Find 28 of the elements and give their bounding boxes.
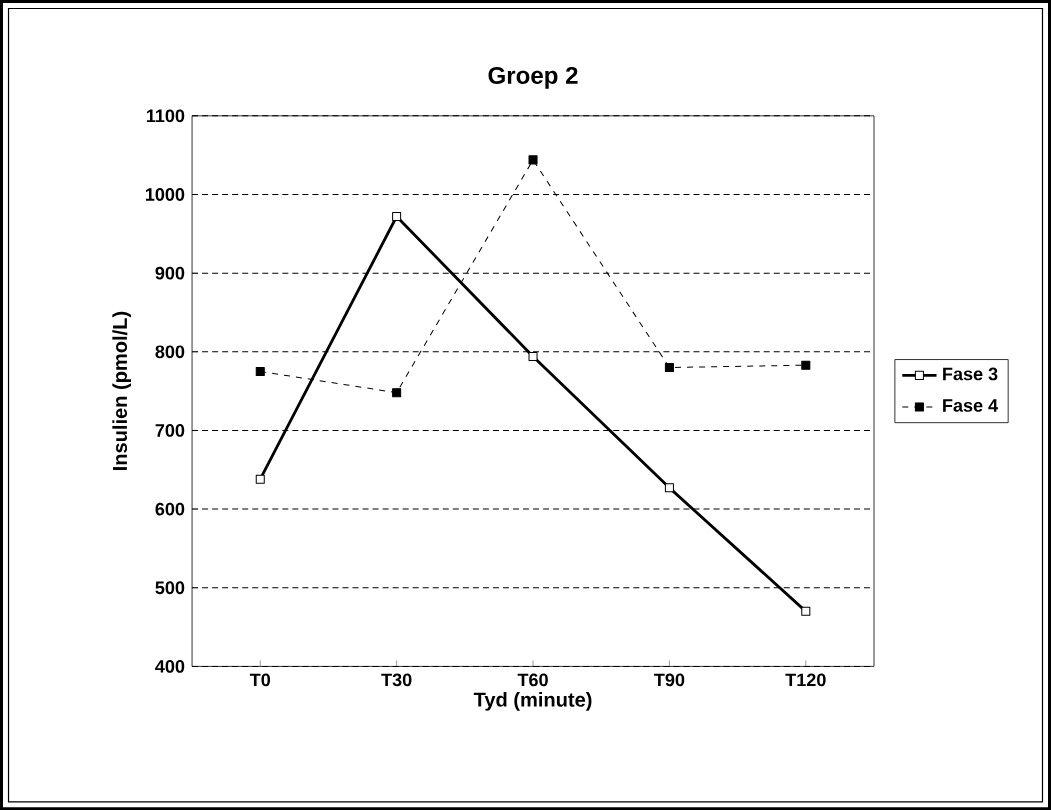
x-tick-label: T0 xyxy=(249,673,271,687)
chart-title: Groep 2 xyxy=(488,66,578,89)
point xyxy=(528,155,538,165)
x-tick-label: T120 xyxy=(785,673,826,687)
point xyxy=(528,351,538,361)
x-tick-label: T30 xyxy=(381,673,412,687)
y-tick-label: 1100 xyxy=(146,109,185,123)
point xyxy=(392,388,402,398)
legend-label: Fase 3 xyxy=(943,367,998,381)
point xyxy=(801,606,811,616)
legend-label: Fase 4 xyxy=(943,399,999,412)
point xyxy=(392,211,402,221)
y-tick-label: 500 xyxy=(155,581,185,594)
y-axis-title: Insulien (pmol/L) xyxy=(112,311,132,470)
point xyxy=(801,360,811,370)
x-tick-label: T90 xyxy=(654,673,685,687)
point xyxy=(255,474,265,484)
y-tick-label: 400 xyxy=(155,659,185,673)
x-axis-title: Tyd (minute) xyxy=(473,691,592,711)
y-tick-label: 900 xyxy=(155,266,185,280)
point xyxy=(255,366,265,376)
y-tick-label: 800 xyxy=(155,345,185,359)
y-tick-label: 700 xyxy=(155,423,185,437)
point xyxy=(664,362,674,372)
point xyxy=(664,483,674,493)
y-tick-label: 600 xyxy=(155,502,185,516)
x-tick-label: T60 xyxy=(517,673,548,687)
y-tick-label: 1000 xyxy=(145,187,185,201)
